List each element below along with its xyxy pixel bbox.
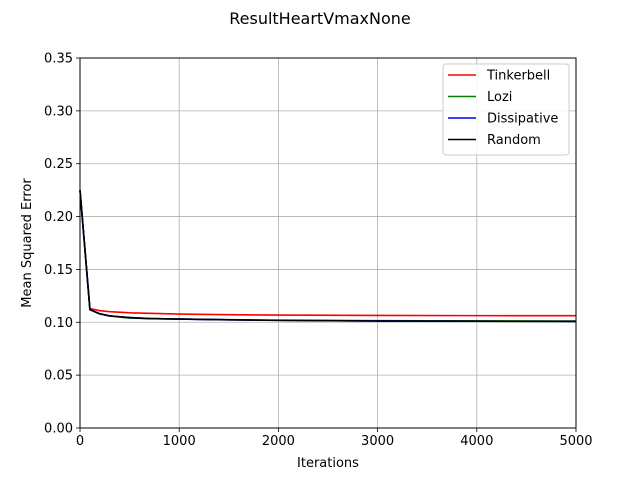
series-line-random bbox=[79, 190, 577, 323]
legend-label: Random bbox=[487, 133, 541, 148]
x-tick-label: 4000 bbox=[460, 434, 493, 449]
chart-title: ResultHeartVmaxNone bbox=[229, 9, 411, 28]
y-tick-label: 0.20 bbox=[44, 210, 73, 225]
legend-label: Lozi bbox=[487, 90, 512, 105]
x-axis-label: Iterations bbox=[297, 456, 359, 471]
y-tick-label: 0.15 bbox=[44, 263, 73, 278]
y-tick-label: 0.10 bbox=[44, 316, 73, 331]
x-tick-label: 5000 bbox=[559, 434, 592, 449]
y-axis: 0.00 0.05 0.10 0.15 0.20 0.25 0.30 0.35 bbox=[44, 52, 80, 437]
y-tick-label: 0.35 bbox=[44, 52, 73, 67]
x-tick-label: 1000 bbox=[163, 434, 196, 449]
legend-box bbox=[442, 63, 570, 156]
legend-label: Tinkerbell bbox=[486, 69, 550, 84]
series-line-dissipative bbox=[79, 190, 577, 323]
plot-area-frame bbox=[79, 57, 577, 429]
y-tick-label: 0.05 bbox=[44, 369, 73, 384]
y-axis-label: Mean Squared Error bbox=[20, 178, 35, 308]
y-tick-label: 0.30 bbox=[44, 104, 73, 119]
legend-label: Dissipative bbox=[487, 112, 558, 127]
x-tick-label: 3000 bbox=[361, 434, 394, 449]
legend: Tinkerbell Lozi Dissipative Random bbox=[442, 63, 570, 156]
series-line-tinkerbell bbox=[79, 190, 577, 317]
x-tick-label: 0 bbox=[76, 434, 84, 449]
y-tick-label: 0.25 bbox=[44, 157, 73, 172]
x-tick-label: 2000 bbox=[262, 434, 295, 449]
x-axis: 0 1000 2000 3000 4000 5000 bbox=[76, 428, 593, 449]
series-line-lozi bbox=[79, 190, 577, 322]
y-tick-label: 0.00 bbox=[44, 422, 73, 437]
series-lines bbox=[79, 190, 577, 323]
